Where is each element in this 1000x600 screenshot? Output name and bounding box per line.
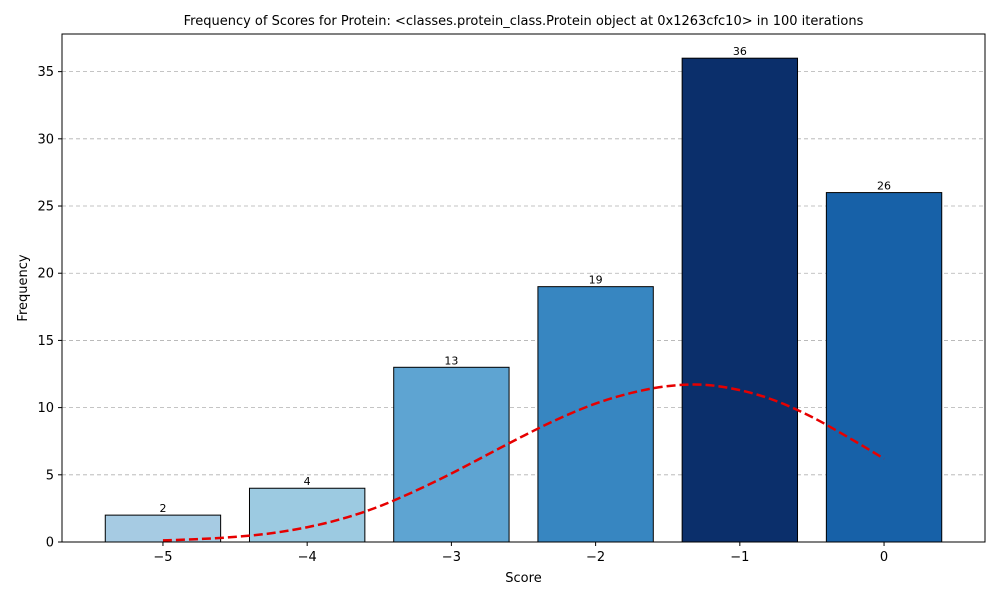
chart-title: Frequency of Scores for Protein: <classe…: [184, 14, 864, 29]
x-axis-ticks: −5 −4 −3 −2 −1 0: [153, 542, 888, 565]
y-tick-label: 5: [46, 468, 54, 483]
bar: [681, 57, 799, 543]
bar-value-label: 2: [159, 502, 166, 515]
x-tick-label: −4: [298, 550, 317, 565]
y-tick-label: 30: [37, 132, 54, 147]
y-axis-label: Frequency: [16, 254, 31, 321]
plot-frame: [61, 33, 986, 543]
y-axis-ticks: 0 5 10 15 20 25 30 35: [37, 65, 62, 551]
bar-value-label: 36: [733, 45, 747, 58]
bar: [393, 366, 510, 543]
x-tick-label: −2: [586, 550, 605, 565]
bar: [537, 286, 654, 543]
y-tick-label: 20: [37, 267, 54, 282]
y-tick-label: 10: [37, 401, 54, 416]
bar-value-label: 26: [877, 180, 891, 193]
bar-value-label: 19: [589, 274, 603, 287]
fit-curve-layer: [162, 383, 885, 542]
x-axis-label: Score: [505, 571, 541, 586]
bar: [104, 514, 222, 543]
y-tick-label: 35: [37, 65, 54, 80]
bar: [825, 192, 943, 543]
bar-value-label: 13: [444, 354, 458, 367]
bars: [104, 57, 943, 543]
x-tick-label: −3: [442, 550, 461, 565]
x-tick-label: −1: [730, 550, 749, 565]
y-tick-label: 25: [37, 200, 54, 215]
x-tick-label: −5: [153, 550, 172, 565]
data-labels: 2 4 13 19 36 26: [159, 45, 891, 515]
bar-value-label: 4: [304, 475, 311, 488]
x-tick-label: 0: [880, 550, 888, 565]
fit-curve-line: [162, 383, 885, 542]
y-tick-label: 15: [37, 334, 54, 349]
y-tick-label: 0: [46, 536, 54, 551]
